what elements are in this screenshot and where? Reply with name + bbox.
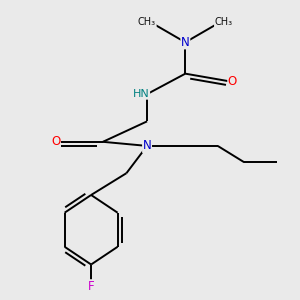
Text: N: N (181, 36, 190, 49)
Text: N: N (143, 140, 152, 152)
Text: CH₃: CH₃ (214, 17, 233, 27)
Text: O: O (228, 75, 237, 88)
Text: CH₃: CH₃ (138, 17, 156, 27)
Text: HN: HN (133, 89, 149, 99)
Text: F: F (88, 280, 94, 293)
Text: O: O (51, 135, 60, 148)
